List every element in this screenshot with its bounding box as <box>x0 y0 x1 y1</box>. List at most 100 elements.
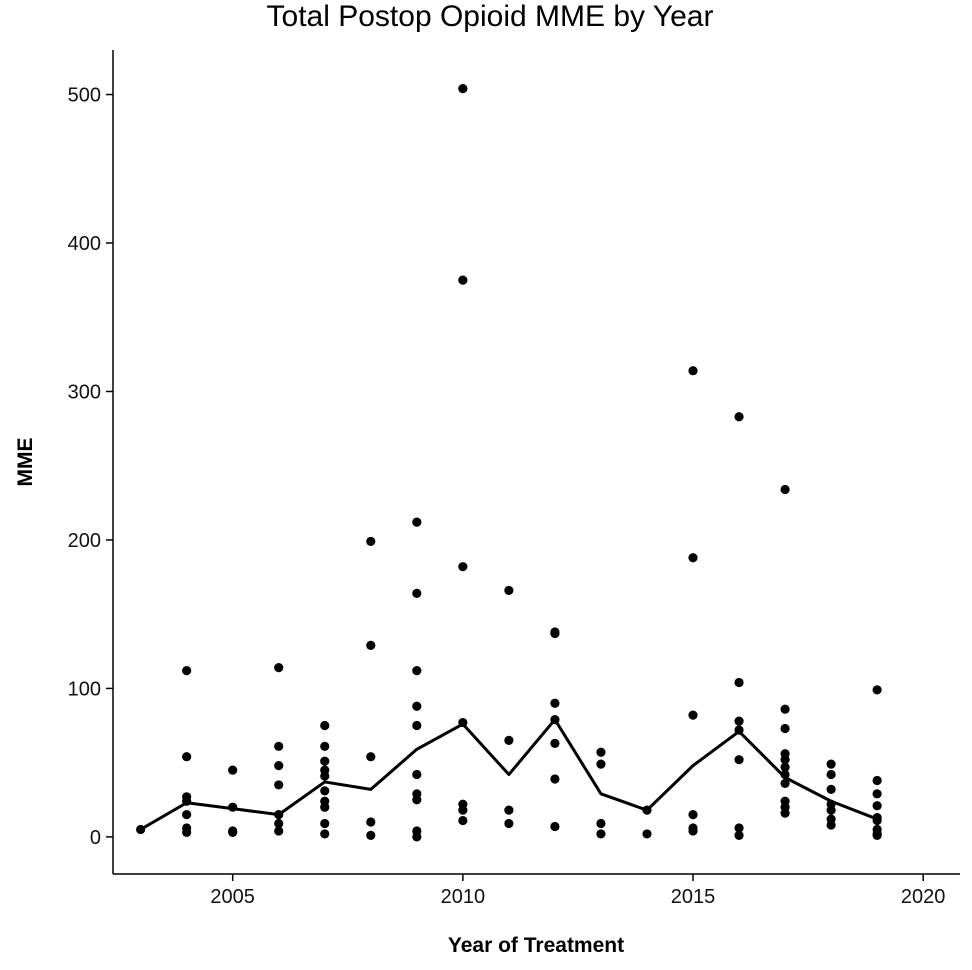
y-tick-label: 200 <box>68 530 101 552</box>
data-point <box>274 741 284 751</box>
data-point <box>412 795 422 805</box>
x-tick-label: 2015 <box>671 886 716 908</box>
data-point <box>688 810 698 820</box>
data-point <box>274 780 284 790</box>
data-point <box>642 805 652 815</box>
data-point <box>872 815 882 826</box>
data-point <box>366 817 376 827</box>
data-point <box>550 738 560 748</box>
data-point <box>320 741 330 751</box>
data-point <box>320 720 330 731</box>
data-point <box>780 769 790 780</box>
data-point <box>826 784 836 794</box>
data-point <box>182 752 192 762</box>
data-point <box>872 685 882 695</box>
data-point <box>366 830 376 840</box>
data-point <box>412 588 422 598</box>
data-point <box>826 805 836 815</box>
data-point <box>320 756 330 766</box>
data-point <box>596 759 606 769</box>
data-point <box>320 818 330 829</box>
y-tick-label: 500 <box>68 85 101 107</box>
data-point <box>458 717 468 728</box>
data-point <box>734 823 744 833</box>
data-point <box>550 628 560 639</box>
data-point <box>136 824 146 835</box>
y-tick-label: 0 <box>90 827 101 849</box>
data-point <box>182 665 192 676</box>
x-axis-label: Year of Treatment <box>448 934 624 957</box>
data-point <box>504 818 514 829</box>
data-point <box>688 710 698 720</box>
data-point <box>826 759 836 769</box>
data-point <box>550 774 560 784</box>
data-point <box>274 663 284 673</box>
y-axis-label: MME <box>14 438 37 487</box>
data-point <box>366 640 376 650</box>
y-axis: 0 100 200 300 400 500 <box>68 50 114 874</box>
data-point <box>412 701 422 711</box>
data-point <box>734 755 744 765</box>
x-tick-label: 2005 <box>210 886 255 908</box>
data-point <box>688 553 698 563</box>
trend-line-layer <box>139 718 878 831</box>
data-point <box>320 786 330 796</box>
data-point <box>550 714 560 725</box>
data-point <box>872 789 882 799</box>
data-point <box>458 815 468 826</box>
data-point <box>458 562 468 572</box>
data-point <box>412 720 422 731</box>
data-point <box>182 810 192 820</box>
data-point <box>366 752 376 762</box>
data-point <box>780 762 790 772</box>
data-point <box>596 747 606 757</box>
data-point <box>320 802 330 812</box>
data-point <box>872 830 882 840</box>
data-point <box>734 412 744 422</box>
data-point <box>734 830 744 840</box>
data-point <box>504 805 514 815</box>
data-point <box>412 665 422 676</box>
data-point <box>734 725 744 735</box>
data-point <box>734 716 744 726</box>
y-tick-label: 400 <box>68 233 101 255</box>
data-point <box>826 769 836 780</box>
data-point <box>780 484 790 495</box>
data-point <box>688 366 698 376</box>
data-point <box>872 775 882 786</box>
data-point <box>780 778 790 789</box>
points-layer <box>136 84 882 842</box>
data-point <box>458 275 468 285</box>
x-tick-label: 2020 <box>901 886 946 908</box>
data-point <box>780 723 790 734</box>
data-point <box>550 698 560 708</box>
data-point <box>458 84 468 94</box>
data-point <box>366 536 376 547</box>
data-point <box>780 755 790 765</box>
data-point <box>412 517 422 527</box>
data-point <box>412 832 422 842</box>
data-point <box>596 829 606 839</box>
data-point <box>780 808 790 818</box>
x-tick-label: 2010 <box>441 886 486 908</box>
data-point <box>780 704 790 714</box>
trend-line <box>139 718 878 831</box>
data-point <box>274 761 284 771</box>
data-point <box>642 829 652 839</box>
data-point <box>274 826 284 836</box>
x-axis: 2005 2010 2015 2020 <box>113 873 960 908</box>
data-point <box>320 771 330 781</box>
data-point <box>274 810 284 820</box>
data-point <box>596 818 606 829</box>
data-point <box>182 827 192 838</box>
data-point <box>228 765 238 775</box>
data-point <box>228 802 238 812</box>
data-point <box>826 820 836 830</box>
data-point <box>872 801 882 811</box>
data-point <box>458 805 468 815</box>
data-point <box>504 735 514 745</box>
y-tick-label: 300 <box>68 381 101 403</box>
chart-title: Total Postop Opioid MME by Year <box>267 0 714 33</box>
data-point <box>228 827 238 838</box>
